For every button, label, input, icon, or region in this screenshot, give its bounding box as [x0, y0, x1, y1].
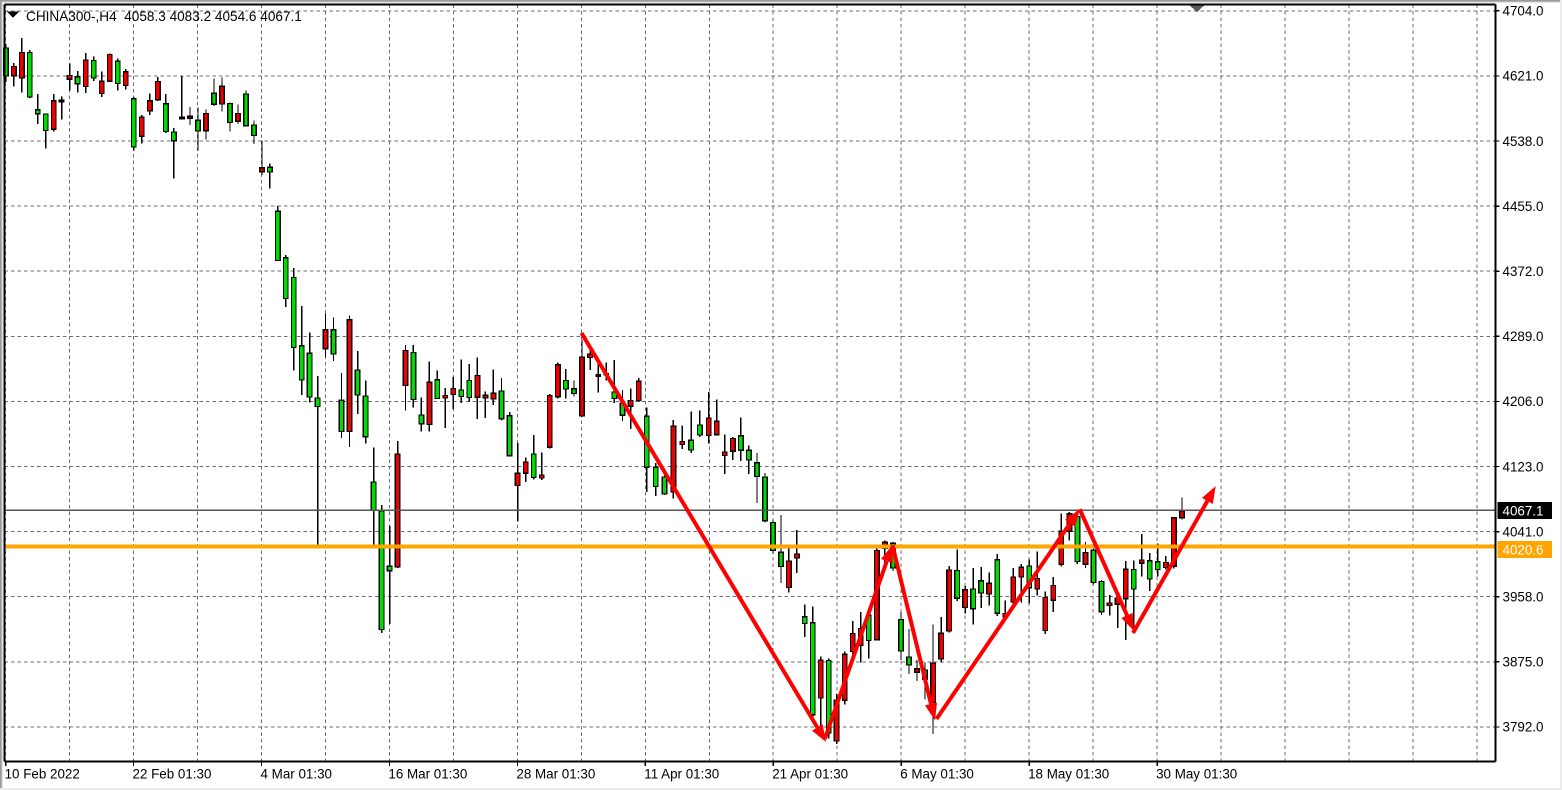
svg-text:4041.0: 4041.0 — [1503, 524, 1544, 539]
svg-text:10 Feb 2022: 10 Feb 2022 — [5, 767, 80, 782]
svg-text:4538.0: 4538.0 — [1503, 134, 1544, 149]
svg-text:4289.0: 4289.0 — [1503, 329, 1544, 344]
svg-text:4372.0: 4372.0 — [1503, 264, 1544, 279]
svg-text:CHINA300-,H4 4058.3 4083.2 40: CHINA300-,H4 4058.3 4083.2 4054.6 4067.1 — [26, 9, 302, 24]
svg-text:21 Apr 01:30: 21 Apr 01:30 — [772, 767, 848, 782]
svg-text:18 May 01:30: 18 May 01:30 — [1028, 767, 1109, 782]
svg-text:11 Apr 01:30: 11 Apr 01:30 — [644, 767, 719, 782]
svg-text:4621.0: 4621.0 — [1503, 69, 1544, 84]
svg-text:4206.0: 4206.0 — [1503, 394, 1544, 409]
svg-text:4704.0: 4704.0 — [1503, 4, 1544, 19]
svg-text:30 May 01:30: 30 May 01:30 — [1156, 767, 1237, 782]
svg-text:6 May 01:30: 6 May 01:30 — [900, 767, 974, 782]
svg-text:3875.0: 3875.0 — [1503, 655, 1544, 670]
svg-text:4123.0: 4123.0 — [1503, 459, 1544, 474]
svg-text:4 Mar 01:30: 4 Mar 01:30 — [261, 767, 332, 782]
svg-text:4067.1: 4067.1 — [1503, 503, 1544, 518]
svg-text:22 Feb 01:30: 22 Feb 01:30 — [133, 767, 212, 782]
svg-text:16 Mar 01:30: 16 Mar 01:30 — [388, 767, 467, 782]
svg-text:3958.0: 3958.0 — [1503, 590, 1544, 605]
svg-text:4455.0: 4455.0 — [1503, 199, 1544, 214]
svg-text:3792.0: 3792.0 — [1503, 720, 1544, 735]
svg-text:28 Mar 01:30: 28 Mar 01:30 — [516, 767, 595, 782]
svg-text:4020.6: 4020.6 — [1503, 542, 1544, 557]
